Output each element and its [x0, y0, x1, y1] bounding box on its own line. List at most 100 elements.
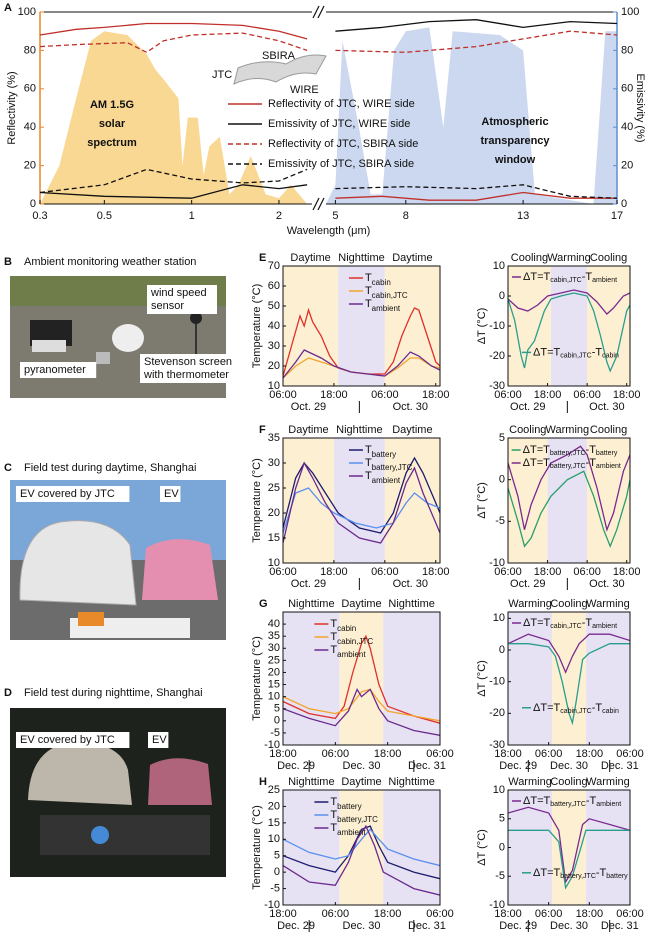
- legend-label-part: T: [330, 809, 337, 821]
- y-tick-label: -5: [495, 515, 505, 527]
- y-axis-label: ΔT (°C): [476, 308, 488, 345]
- legend-label-part: battery,JTC: [550, 450, 586, 457]
- region-label: Daytime: [392, 424, 432, 436]
- x-tick-label: 18:00: [269, 748, 297, 760]
- region: [384, 438, 440, 563]
- x-tick-label: 06:00: [616, 908, 644, 920]
- legend-label-part: -T: [592, 702, 603, 714]
- region-label: Cooling: [509, 424, 546, 436]
- annotation: AM 1.5G: [90, 99, 134, 111]
- legend-label-part: battery: [596, 450, 618, 457]
- series-line: [283, 828, 440, 867]
- legend-label-part: ambient: [337, 828, 366, 837]
- y-axis-label: Temperature (°C): [251, 636, 263, 720]
- legend-label-part: T: [330, 631, 337, 643]
- y-tick-label: 40: [268, 618, 280, 630]
- y-tick-label: 100: [18, 6, 36, 18]
- x-tick-label: 18:00: [269, 908, 297, 920]
- photo-tag-box: [16, 486, 130, 502]
- region-label: Nighttime: [338, 252, 384, 264]
- legend-label-part: ΔT=T: [533, 867, 560, 879]
- y-tick-label: 5: [274, 850, 280, 862]
- x-tick-label: 18:00: [494, 908, 522, 920]
- series-line: [283, 349, 440, 379]
- photo-tag: EV: [164, 488, 179, 500]
- y2-axis-label: Emissivity (%): [634, 73, 646, 142]
- break-mark: [317, 5, 325, 19]
- photo-pyranometer: [96, 352, 110, 364]
- region: [552, 612, 586, 745]
- date-label: Oct. 29: [510, 401, 545, 413]
- y-tick-label: -5: [495, 870, 505, 882]
- legend-label-part: ΔT=T: [533, 702, 560, 714]
- photo-title: Field test during nighttime, Shanghai: [24, 687, 203, 699]
- y-axis-label: ΔT (°C): [476, 829, 488, 866]
- y-tick-label: 0: [274, 866, 280, 878]
- y-tick-label: -5: [270, 727, 280, 739]
- legend-label-part: cabin: [602, 708, 619, 715]
- panel-label: D: [4, 687, 12, 699]
- y-tick-label: 20: [268, 507, 280, 519]
- series-line: [508, 643, 630, 726]
- y-tick-label: 25: [268, 654, 280, 666]
- y-axis-label: ΔT (°C): [476, 482, 488, 519]
- y-tick-label: 10: [268, 380, 280, 392]
- y-tick-label: 20: [268, 800, 280, 812]
- x-tick-label: 06:00: [426, 748, 454, 760]
- legend-label: Tbattery: [330, 796, 361, 811]
- region-label: Cooling: [550, 776, 587, 788]
- axis-break: [312, 5, 325, 211]
- region: [547, 438, 588, 563]
- legend-label: Tambient: [330, 822, 366, 837]
- date-label: Dec. 30: [343, 760, 381, 772]
- annotation: spectrum: [87, 137, 137, 149]
- series-line: [39, 22, 617, 201]
- annotation: Atmospheric: [481, 116, 548, 128]
- photo-car: [142, 539, 218, 600]
- x-tick-label: 0.3: [32, 210, 47, 222]
- legend-label-part: battery: [606, 873, 628, 880]
- legend-label-part: -T: [586, 444, 597, 456]
- plot-frame: [282, 611, 441, 746]
- y-tick-label: 30: [268, 642, 280, 654]
- y-tick-label: 30: [268, 340, 280, 352]
- photo-cover: [19, 520, 137, 606]
- series-line: [508, 633, 630, 674]
- y-tick-label: 30: [268, 457, 280, 469]
- region-label: Warming: [547, 252, 591, 264]
- x-tick-label: 18:00: [374, 908, 402, 920]
- y-tick-label: -10: [264, 899, 280, 911]
- legend-label-part: -T: [586, 795, 597, 807]
- y-tick-label: 80: [24, 44, 36, 56]
- legend-label: Emissivity of JTC, WIRE side: [268, 118, 410, 130]
- region-label: Daytime: [290, 252, 330, 264]
- series-line: [39, 168, 618, 199]
- photo-tag-box: [160, 486, 181, 502]
- region-label: Daytime: [341, 776, 381, 788]
- y-tick-label: 5: [499, 432, 505, 444]
- date-label: Dec. 29: [499, 760, 537, 772]
- legend-label: ΔT=Tcabin,JTC-Tcabin: [533, 702, 619, 715]
- x-tick-label: 06:00: [616, 748, 644, 760]
- x-tick-label: 06:00: [269, 566, 297, 578]
- x-tick-label: 06:00: [269, 389, 297, 401]
- series-line: [508, 292, 630, 373]
- legend-label-part: T: [330, 822, 337, 834]
- y2-tick-label: 80: [621, 44, 633, 56]
- region: [283, 790, 340, 905]
- photo-tag: EV covered by JTC: [20, 734, 115, 746]
- legend-label: ΔT=Tbattery,JTC-Tambient: [523, 457, 621, 470]
- y-tick-label: 15: [268, 678, 280, 690]
- region-label: Nighttime: [388, 776, 434, 788]
- region: [383, 612, 440, 745]
- photo-c: [10, 480, 226, 640]
- y-tick-label: 10: [493, 784, 505, 796]
- legend-label-part: ΔT=T: [523, 271, 550, 283]
- x-tick-label: 17: [611, 210, 623, 222]
- legend-label-part: ambient: [596, 801, 621, 808]
- series-line: [283, 687, 440, 736]
- x-tick-label: 2: [276, 210, 282, 222]
- y-axis-label: Temperature (°C): [251, 284, 263, 368]
- series-line: [508, 470, 630, 549]
- legend-label: Tcabin,JTC: [365, 285, 408, 300]
